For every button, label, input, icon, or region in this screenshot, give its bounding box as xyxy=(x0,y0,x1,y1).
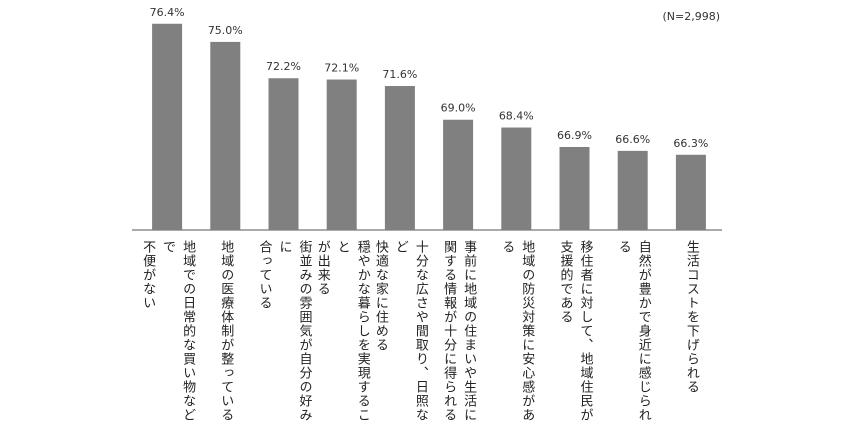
x-tick-label: 穏やかな暮らしを実現すること が出来る xyxy=(314,240,370,422)
bar xyxy=(443,119,474,230)
bar xyxy=(559,146,590,230)
bar xyxy=(384,86,415,230)
value-label: 76.4% xyxy=(150,6,185,19)
x-tick-label: 地域の医療体制が整っている xyxy=(218,240,234,422)
x-tick-label: 事前に地域の住まいや生活に 関する情報が十分に得られる xyxy=(441,240,477,422)
value-label: 72.1% xyxy=(324,62,359,75)
bar xyxy=(617,150,648,230)
x-tick-label: 地域での日常的な買い物などで 不便がない xyxy=(140,240,196,422)
value-label: 66.6% xyxy=(615,133,650,146)
value-label: 68.4% xyxy=(499,110,534,123)
bar xyxy=(501,127,532,230)
x-tick-label: 十分な広さや間取り、日照など 快適な家に住める xyxy=(372,240,428,422)
x-tick-label: 自然が豊かで身近に感じられる xyxy=(615,240,651,422)
value-label: 69.0% xyxy=(441,102,476,115)
bar xyxy=(152,23,183,230)
sample-note: (N=2,998) xyxy=(662,10,720,23)
bar xyxy=(210,41,241,230)
x-tick-label: 地域の防災対策に安心感がある xyxy=(499,240,535,422)
bar xyxy=(268,78,299,230)
value-label: 66.9% xyxy=(557,129,592,142)
bar xyxy=(326,79,357,230)
x-tick-label: 移住者に対して、地域住民が 支援的である xyxy=(557,240,593,422)
value-label: 71.6% xyxy=(382,68,417,81)
x-tick-label: 街並みの雰囲気が自分の好みに 合っている xyxy=(256,240,312,422)
bar xyxy=(675,154,706,230)
value-label: 66.3% xyxy=(673,137,708,150)
value-label: 72.2% xyxy=(266,60,301,73)
value-label: 75.0% xyxy=(208,24,243,37)
x-tick-label: 生活コストを下げられる xyxy=(683,240,699,394)
